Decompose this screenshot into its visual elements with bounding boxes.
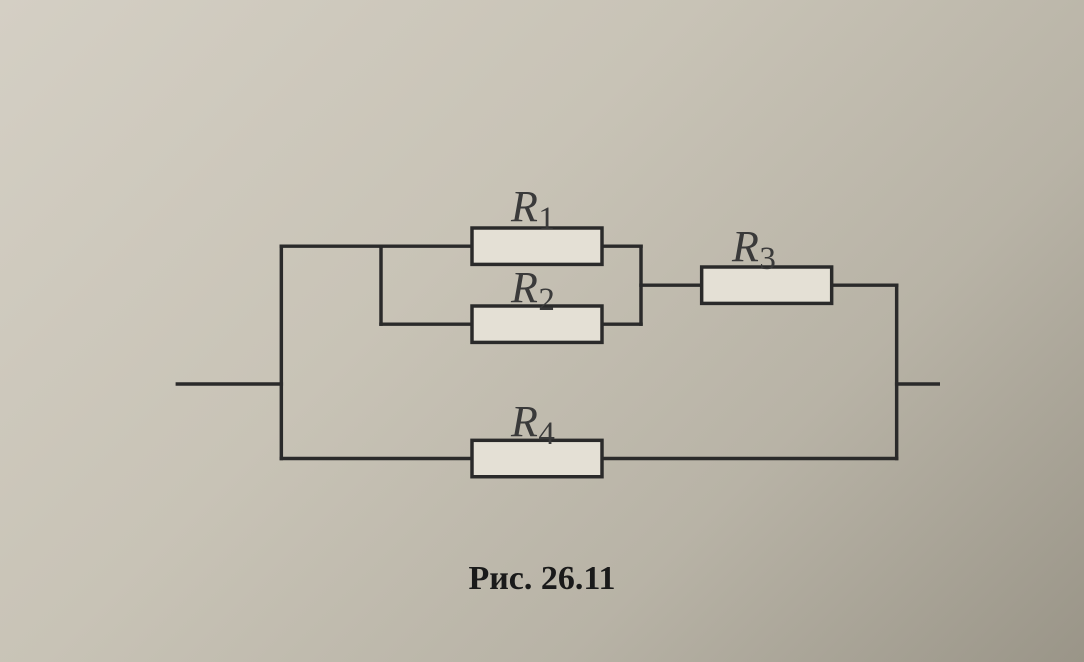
- label-r4: R4: [511, 396, 555, 447]
- label-r4-main: R: [511, 397, 538, 446]
- label-r3: R3: [732, 221, 776, 272]
- circuit-diagram: R1 R2 R3 R4: [160, 170, 940, 520]
- label-r2-sub: 2: [538, 282, 555, 318]
- label-r1-main: R: [511, 182, 538, 231]
- label-r3-sub: 3: [759, 241, 776, 277]
- label-r3-main: R: [732, 222, 759, 271]
- figure-container: R1 R2 R3 R4 Рис. 26.11: [0, 0, 1084, 662]
- figure-caption: Рис. 26.11: [0, 560, 1084, 598]
- label-r1-sub: 1: [538, 201, 555, 237]
- label-r2-main: R: [511, 263, 538, 312]
- label-r2: R2: [511, 262, 555, 313]
- label-r1: R1: [511, 181, 555, 232]
- label-r4-sub: 4: [538, 416, 555, 452]
